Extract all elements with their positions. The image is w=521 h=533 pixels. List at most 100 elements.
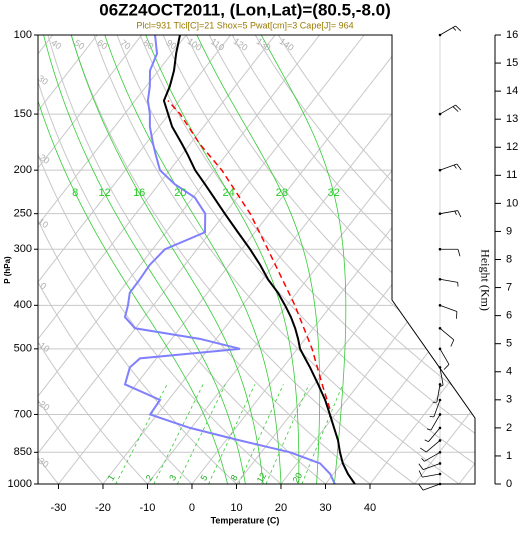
wind-barb-base <box>438 347 442 351</box>
wind-barb-base <box>438 482 442 486</box>
isotherm <box>58 35 410 484</box>
wind-barb-base <box>438 247 442 251</box>
dry-adiabat <box>116 35 475 484</box>
wind-barb <box>439 210 462 218</box>
moist-adiabat-label: 20 <box>174 187 186 199</box>
isotherm <box>38 35 98 484</box>
dry-adiabat-label: 30 <box>36 73 50 87</box>
mixing-ratio-line <box>208 384 256 484</box>
moist-adiabat <box>104 35 282 484</box>
wind-barb <box>419 440 441 453</box>
moist-adiabat <box>260 35 347 484</box>
y-tick-label: 500 <box>14 343 32 355</box>
dry-adiabat-label: 10 <box>36 216 50 230</box>
y-tick-label: 850 <box>14 446 32 458</box>
y2-tick-label: 12 <box>506 141 518 153</box>
mixing-ratio-label: 3 <box>167 473 178 482</box>
y2-tick-label: 14 <box>506 85 518 97</box>
wind-barb-base <box>438 326 442 330</box>
wind-barb <box>439 25 462 36</box>
y2-tick-label: 11 <box>506 169 517 181</box>
wind-barb-base <box>438 112 442 116</box>
wind-barb-base <box>438 212 442 215</box>
moist-adiabat <box>43 35 246 484</box>
y2-tick-label: 8 <box>506 253 512 265</box>
profile-line <box>167 100 331 410</box>
dry-adiabat-label: 70 <box>118 38 132 52</box>
y-tick-label: 250 <box>14 208 32 220</box>
y2-tick-label: 3 <box>506 394 512 406</box>
moist-adiabat <box>70 35 264 484</box>
dry-adiabat-label: 50 <box>72 38 86 52</box>
moist-adiabat-label: 28 <box>276 187 288 199</box>
wind-barb <box>439 304 458 319</box>
mixing-ratio-label: 12 <box>255 471 269 485</box>
dry-adiabat <box>208 35 475 484</box>
mixing-ratio-label: 8 <box>229 473 240 482</box>
mixing-ratio-line <box>176 384 226 484</box>
dry-adiabat <box>139 35 475 484</box>
y2-tick-label: 15 <box>506 57 518 69</box>
y-tick-label: 400 <box>14 299 32 311</box>
wind-barb <box>418 463 441 470</box>
moist-adiabat-label: 12 <box>98 187 110 199</box>
wind-barb-base <box>438 366 442 369</box>
y-tick-label: 1000 <box>8 478 32 490</box>
wind-barb <box>439 278 459 287</box>
y2-axis-label: Height (Km) <box>478 249 492 311</box>
y2-tick-label: 6 <box>506 310 512 322</box>
isotherm <box>38 35 365 484</box>
dry-adiabat <box>70 35 415 484</box>
dry-adiabat <box>231 35 475 484</box>
x-tick-label: 10 <box>230 502 242 514</box>
y2-tick-label: 2 <box>506 422 512 434</box>
y2-tick-label: 4 <box>506 366 512 378</box>
moist-adiabat-label: 16 <box>133 187 145 199</box>
mixing-ratio-line <box>301 384 344 484</box>
y-tick-label: 200 <box>14 164 32 176</box>
mixing-ratio-label: 1 <box>106 473 117 482</box>
dry-adiabat <box>38 35 193 484</box>
mixing-ratio-line <box>115 384 168 484</box>
chart-title: 06Z24OCT2011, (Lon,Lat)=(80.5,-8.0) <box>99 0 390 19</box>
wind-barb <box>439 163 462 171</box>
dry-adiabat-label: 60 <box>95 38 109 52</box>
wind-barb <box>439 348 450 370</box>
wind-barb <box>424 427 441 443</box>
moist-adiabat <box>38 35 228 484</box>
x-tick-label: -20 <box>95 502 111 514</box>
x-tick-label: 0 <box>189 502 195 514</box>
y2-tick-label: 7 <box>506 281 512 293</box>
wind-barb-base <box>438 398 442 402</box>
y2-tick-label: 13 <box>506 113 518 125</box>
profile-line <box>162 35 356 484</box>
moist-adiabat-label: 8 <box>72 187 78 199</box>
mixing-ratio-line <box>153 384 204 484</box>
x-tick-label: -10 <box>140 502 156 514</box>
wind-barb-base <box>438 451 442 454</box>
chart-subtitle: Plcl=931 Tlcl[C]=21 Shox=5 Pwat[cm]=3 Ca… <box>136 20 353 30</box>
wind-barb <box>421 451 441 462</box>
wind-barb-base <box>438 472 442 476</box>
profiles <box>123 35 356 484</box>
y2-tick-label: 10 <box>506 197 518 209</box>
y-tick-label: 300 <box>14 243 32 255</box>
dry-adiabat <box>38 35 282 484</box>
wind-barb <box>440 248 461 257</box>
wind-barb <box>418 483 441 491</box>
moist-adiabat-label: 24 <box>222 187 234 199</box>
x-tick-label: 20 <box>275 502 287 514</box>
isotherm <box>38 35 232 484</box>
wind-barb <box>439 104 462 115</box>
moist-adiabat <box>196 35 321 484</box>
mixing-ratio-label: 2 <box>144 473 155 482</box>
dry-adiabat-label: 0 <box>38 280 48 291</box>
dry-adiabat <box>47 35 371 484</box>
wind-barb <box>439 367 444 388</box>
dry-adiabat-label: 80 <box>141 38 155 52</box>
wind-barb-base <box>438 426 442 430</box>
wind-barb-base <box>438 462 442 465</box>
wind-barb-base <box>438 33 442 37</box>
background-lines <box>38 35 475 484</box>
plot-frame <box>37 34 476 485</box>
